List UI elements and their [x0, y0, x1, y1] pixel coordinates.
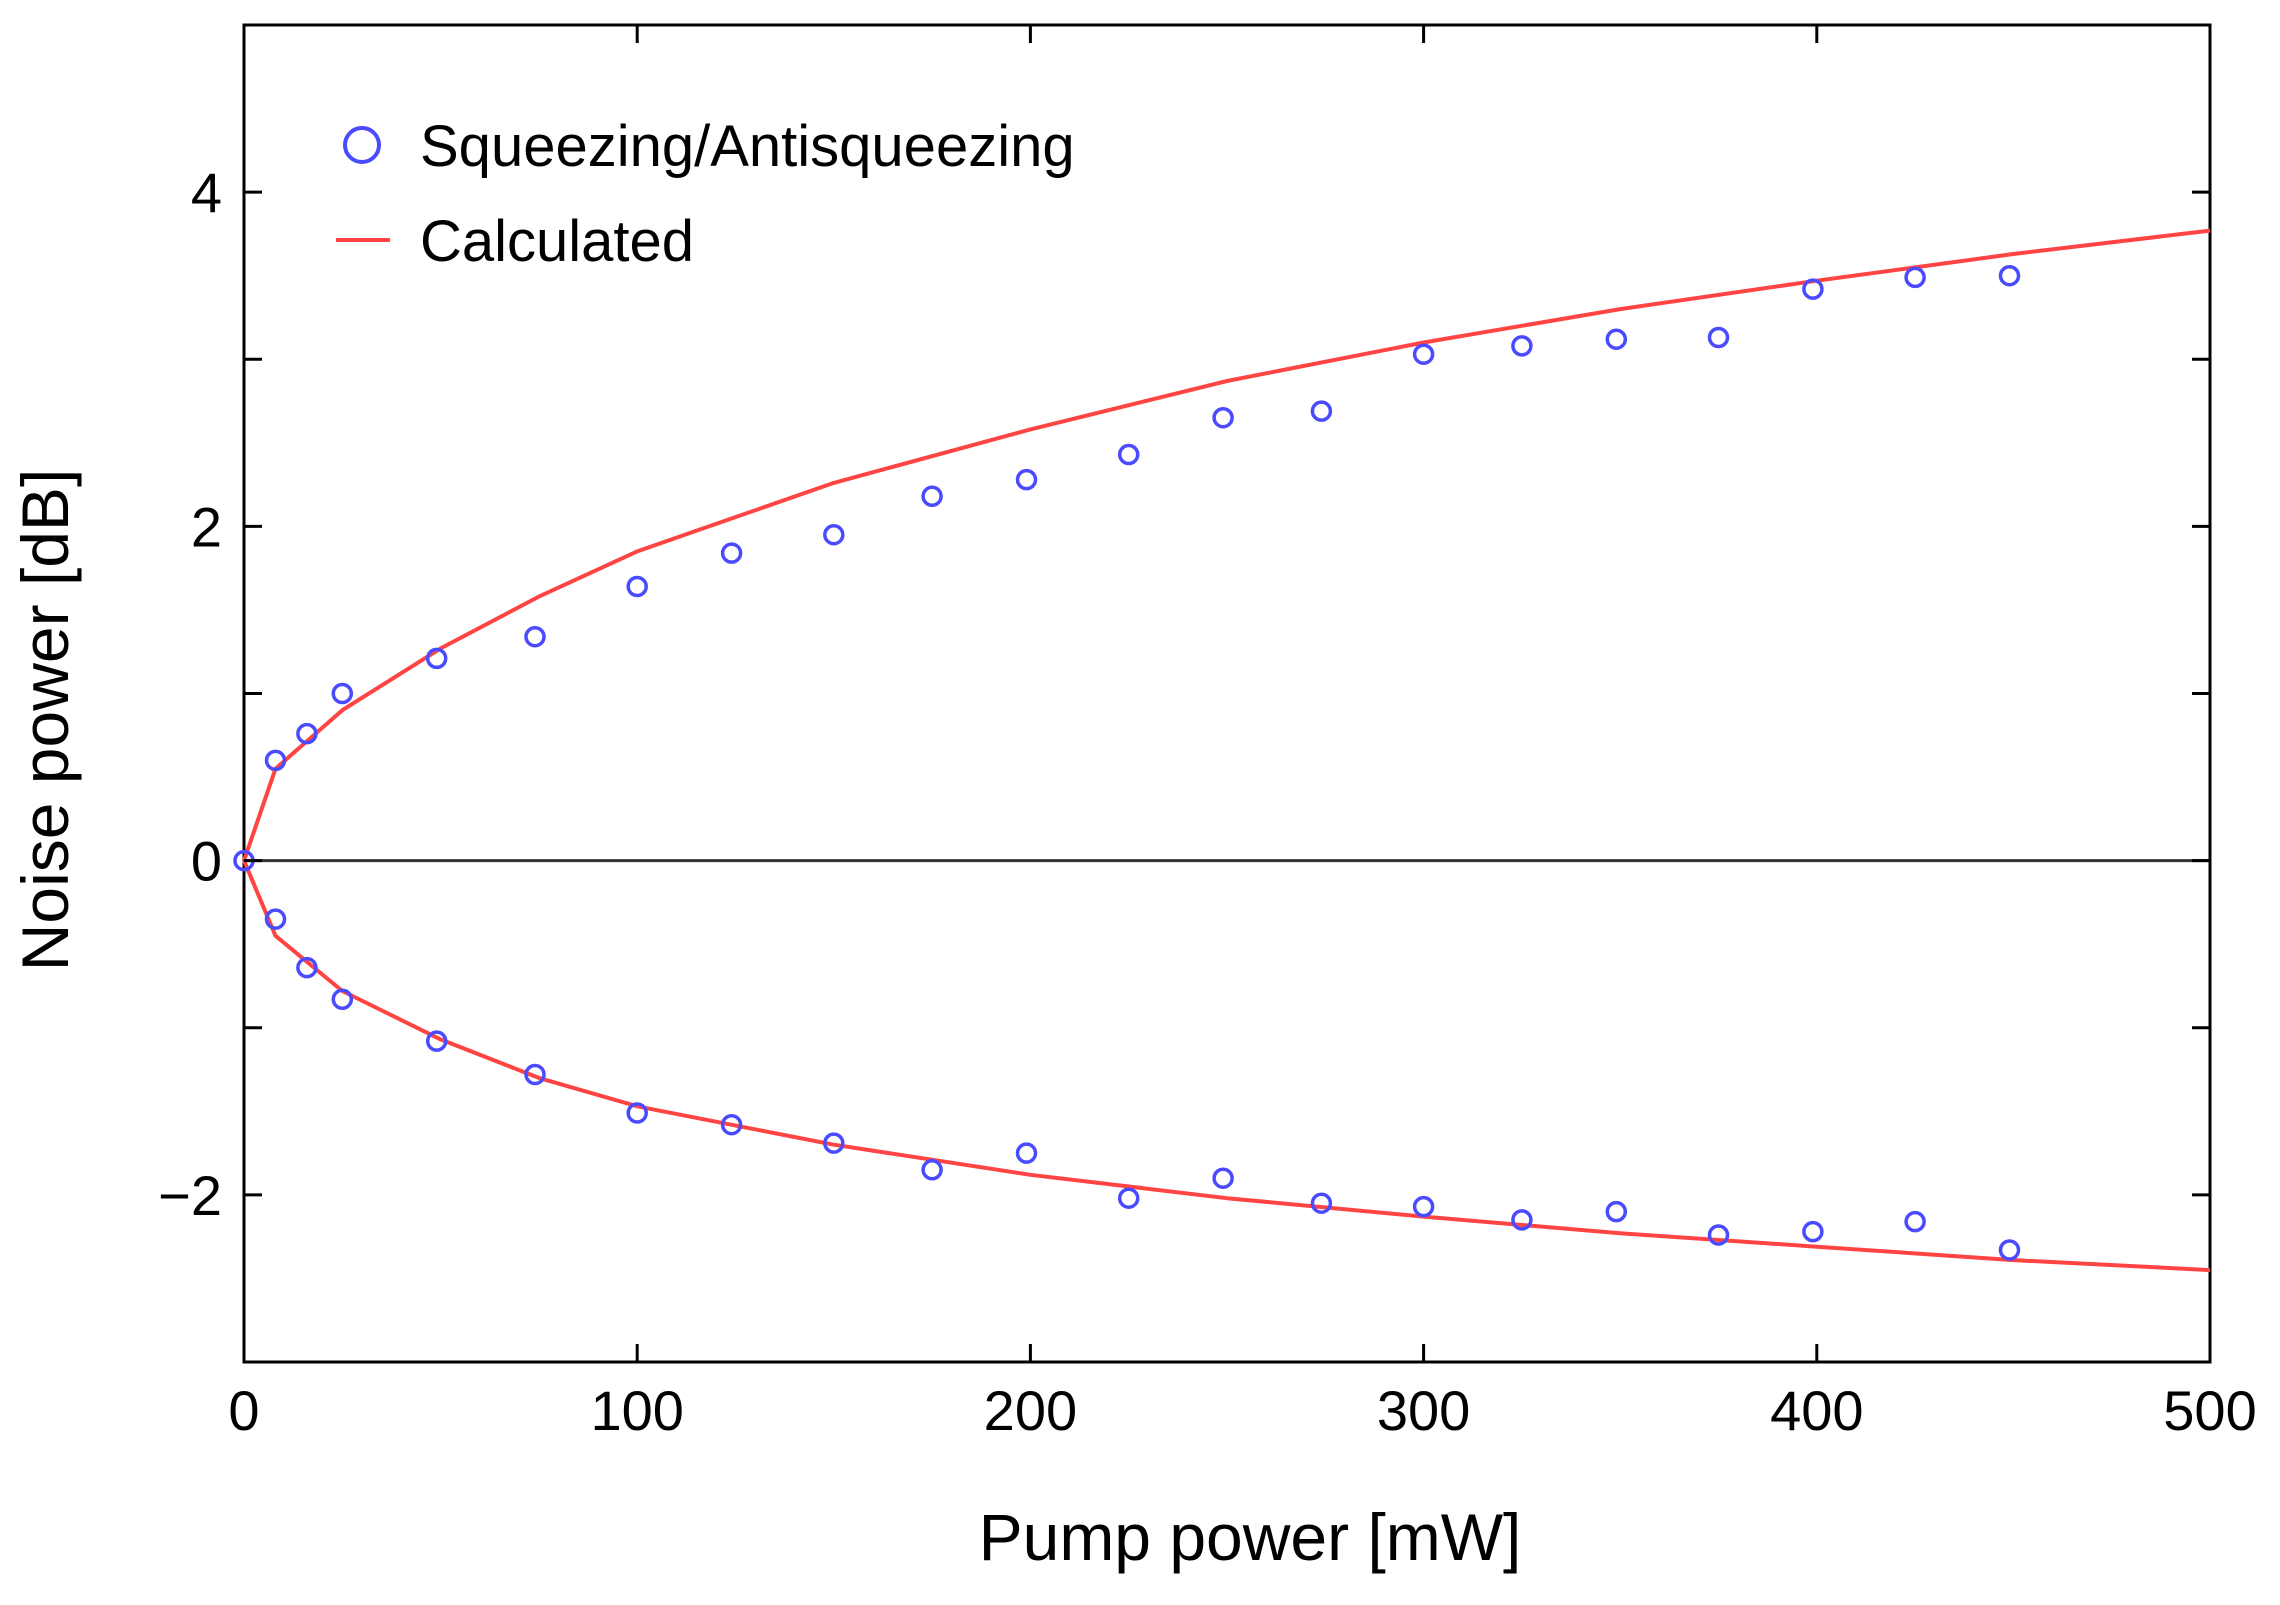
data-point	[823, 1132, 845, 1154]
x-tick-label: 300	[1377, 1379, 1470, 1442]
data-point	[1212, 406, 1234, 429]
data-point	[296, 722, 318, 745]
data-point	[1117, 1187, 1140, 1209]
x-tick-label: 500	[2163, 1379, 2256, 1442]
data-point	[1605, 328, 1628, 350]
data-point	[921, 1159, 943, 1181]
measured-points	[233, 264, 2021, 1261]
data-point	[264, 749, 287, 772]
x-tick-label: 100	[590, 1379, 683, 1442]
data-point	[425, 1030, 448, 1052]
y-tick-label: −2	[158, 1164, 222, 1227]
calculated-curves	[242, 228, 2211, 1273]
data-point	[1707, 1224, 1730, 1246]
x-tick-label: 400	[1770, 1379, 1863, 1442]
data-point	[1212, 1167, 1234, 1189]
data-point	[1412, 1195, 1435, 1218]
data-point	[524, 1063, 546, 1086]
x-tick-label: 0	[228, 1379, 259, 1442]
data-point	[823, 523, 845, 546]
data-point	[1707, 326, 1730, 349]
data-point	[1310, 1192, 1333, 1214]
data-point	[1802, 1220, 1824, 1243]
x-tick-label: 200	[984, 1379, 1077, 1442]
y-axis-title: Noise power [dB]	[8, 469, 82, 972]
data-point	[1015, 468, 1038, 491]
data-point	[626, 575, 648, 598]
data-point	[1605, 1200, 1628, 1223]
legend-label-calculated: Calculated	[420, 209, 694, 274]
data-point	[264, 908, 287, 930]
data-point	[1802, 278, 1824, 300]
legend-marker-squeezing	[343, 126, 381, 164]
data-point	[296, 956, 318, 979]
data-point	[331, 682, 354, 705]
data-point	[720, 1113, 743, 1136]
legend-label-squeezing: Squeezing/Antisqueezing	[420, 114, 1075, 179]
y-tick-label: 0	[191, 830, 222, 893]
data-point	[1904, 1210, 1926, 1233]
data-point	[331, 988, 354, 1011]
legend: Squeezing/Antisqueezing Calculated	[336, 114, 1075, 274]
data-point	[921, 485, 943, 508]
data-point	[1904, 266, 1926, 289]
data-point	[1015, 1142, 1038, 1164]
data-point	[626, 1102, 648, 1124]
data-point	[1511, 1209, 1533, 1231]
y-tick-label: 2	[191, 495, 222, 558]
data-point	[1998, 264, 2021, 287]
data-point	[425, 647, 448, 670]
data-point	[524, 625, 546, 648]
x-axis-title: Pump power [mW]	[979, 1500, 1522, 1574]
data-point	[1998, 1239, 2021, 1261]
axis-ticks: 0 100 200 300 400 500 −2 0 2 4	[158, 23, 2257, 1442]
y-tick-label: 4	[191, 161, 222, 224]
calculated-curve-upper	[242, 228, 2211, 862]
data-point	[1511, 335, 1533, 357]
data-point	[1117, 443, 1140, 466]
data-point	[1412, 343, 1435, 365]
data-point	[720, 542, 743, 564]
data-point	[1310, 400, 1333, 422]
